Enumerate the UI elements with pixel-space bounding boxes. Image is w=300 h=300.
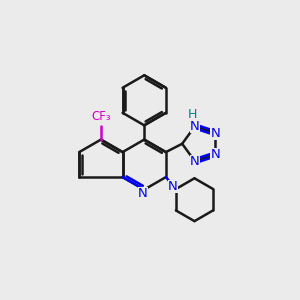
Text: H: H (188, 108, 197, 121)
Text: N: N (168, 180, 178, 193)
Text: N: N (138, 188, 148, 200)
Text: N: N (210, 148, 220, 161)
Text: CF₃: CF₃ (91, 110, 111, 123)
Text: N: N (190, 154, 200, 168)
Text: N: N (210, 127, 220, 140)
Text: N: N (190, 120, 200, 133)
